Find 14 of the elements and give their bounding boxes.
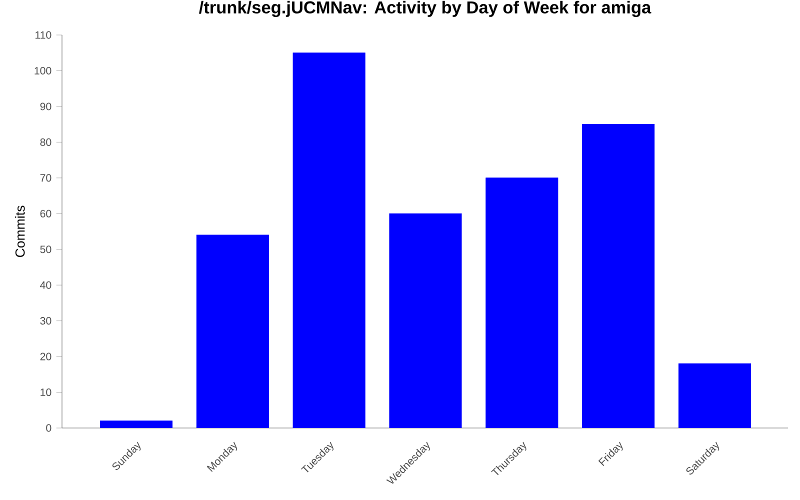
y-axis-title: Commits <box>15 206 25 258</box>
y-tick-label: 30 <box>40 317 52 325</box>
y-tick-label: 40 <box>40 281 52 289</box>
y-tick-label: 100 <box>34 66 52 74</box>
y-tick-label: 0 <box>46 424 52 432</box>
y-tick-label: 50 <box>40 246 52 254</box>
y-tick-label: 20 <box>40 352 52 360</box>
chart-title: /trunk/seg.jUCMNav: Activity by Day of Week for amiga <box>199 0 652 18</box>
y-tick-label: 90 <box>40 102 52 110</box>
y-tick-label: 80 <box>40 138 52 146</box>
y-tick-label: 110 <box>36 31 52 39</box>
y-tick-label: 10 <box>40 388 52 396</box>
y-tick-label: 60 <box>40 210 52 218</box>
y-tick-label: 70 <box>40 174 52 182</box>
